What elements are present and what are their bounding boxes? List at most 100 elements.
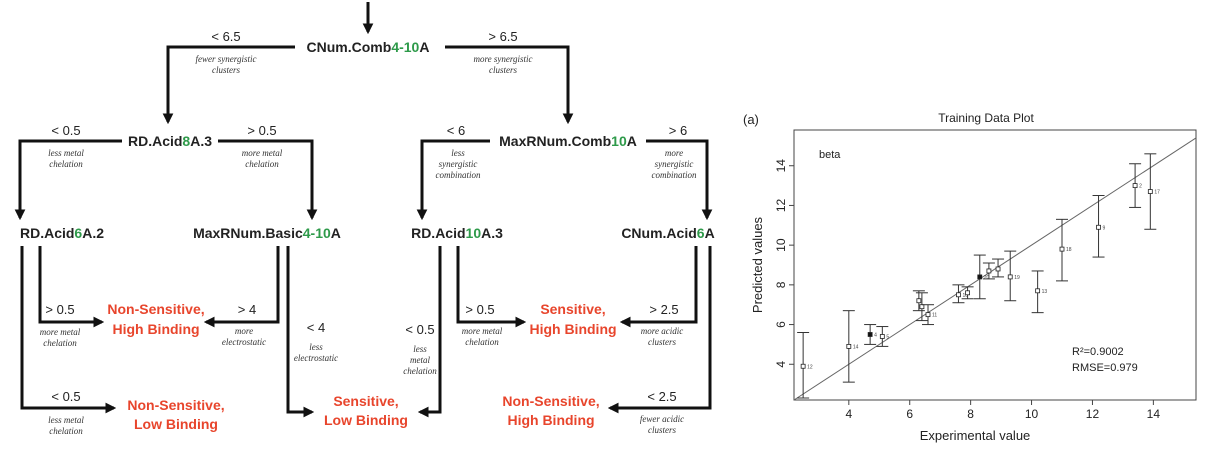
point-label: 2 xyxy=(1139,184,1142,190)
note-n2-left: less synergistic combination xyxy=(436,148,481,180)
y-tick-label: 8 xyxy=(774,281,788,288)
x-tick-label: 8 xyxy=(967,407,974,421)
leaf-non-sensitive-high-binding-2: Non-Sensitive, High Binding xyxy=(502,393,599,428)
tree-edges xyxy=(14,2,713,418)
point-marker xyxy=(925,312,931,318)
edge-n3-lower xyxy=(20,246,117,414)
point-marker xyxy=(995,266,1001,272)
edge-n3-upper xyxy=(38,246,105,328)
point-marker xyxy=(1059,246,1065,252)
annotation-rmse: RMSE=0.979 xyxy=(1072,362,1138,374)
data-point: 4 xyxy=(864,324,877,345)
point-marker xyxy=(965,290,970,296)
data-point: 17 xyxy=(1144,153,1160,230)
note-n5-left: less metal chelation xyxy=(403,344,437,376)
y-tick-label: 10 xyxy=(774,238,788,252)
x-axis-label: Experimental value xyxy=(920,428,1031,443)
node-cnum-acid6a: CNum.Acid6A xyxy=(621,225,714,241)
point-label: 19 xyxy=(1014,275,1020,281)
data-point: 13 xyxy=(1031,270,1048,314)
point-marker xyxy=(879,334,885,339)
y-tick-label: 6 xyxy=(774,321,788,328)
note-n5-right: more metal chelation xyxy=(462,326,503,347)
x-tick-label: 10 xyxy=(1025,407,1039,421)
note-n6-lower: fewer acidic clusters xyxy=(640,414,684,435)
note-n3-upper: more metal chelation xyxy=(40,327,81,348)
data-point: 9 xyxy=(1092,195,1106,258)
leaf-non-sensitive-low-binding: Non-Sensitive, Low Binding xyxy=(127,397,224,432)
point-label: 17 xyxy=(1154,190,1160,196)
chart-axes: 4 6 8 10 12 14 4 6 8 10 12 14 xyxy=(774,159,1160,421)
edge-n2-left xyxy=(416,139,490,221)
point-label: 9 xyxy=(1103,225,1106,231)
decision-tree: CNum.Comb4-10A RD.Acid8A.3 MaxRNum.Comb1… xyxy=(14,2,715,436)
node-maxrnum-comb10a: MaxRNum.Comb10A xyxy=(499,133,637,149)
cond-n6-lower: < 2.5 xyxy=(647,389,676,404)
y-tick-label: 12 xyxy=(774,198,788,212)
node-rd-acid10a3: RD.Acid10A.3 xyxy=(411,225,503,241)
node-root: CNum.Comb4-10A xyxy=(307,39,430,55)
annotation-r2: R²=0.9002 xyxy=(1072,346,1124,358)
cond-n5-right: > 0.5 xyxy=(465,302,494,317)
data-point xyxy=(982,262,995,280)
panel-label: (a) xyxy=(743,112,759,127)
data-point: 2 xyxy=(1129,163,1142,208)
point-marker xyxy=(846,343,852,349)
data-point: 18 xyxy=(1056,218,1072,282)
data-point: 5 xyxy=(876,326,889,347)
data-point: 19 xyxy=(1004,250,1020,302)
chart-title: Training Data Plot xyxy=(938,111,1034,125)
data-point: 14 xyxy=(842,310,859,383)
cond-n2-right: > 6 xyxy=(669,123,687,138)
data-point: 10 xyxy=(952,284,968,304)
cond-n5-left: < 0.5 xyxy=(405,322,434,337)
note-n1-left: less metal chelation xyxy=(48,148,84,169)
leaf-non-sensitive-high-binding-1: Non-Sensitive, High Binding xyxy=(107,301,204,337)
y-tick-label: 4 xyxy=(774,361,788,368)
leaf-sensitive-low-binding: Sensitive, Low Binding xyxy=(324,393,408,428)
node-rd-acid8a3: RD.Acid8A.3 xyxy=(128,133,212,149)
y-axis-label: Predicted values xyxy=(750,216,765,313)
legend-text: beta xyxy=(819,149,841,161)
note-n2-right: more synergistic combination xyxy=(652,148,697,180)
note-n4-right: less electrostatic xyxy=(294,342,338,363)
cond-n1-right: > 0.5 xyxy=(247,123,276,138)
data-point xyxy=(912,290,925,312)
edge-n4-left xyxy=(203,246,280,328)
point-marker xyxy=(1096,224,1101,230)
point-marker xyxy=(1007,274,1013,280)
y-tick-label: 14 xyxy=(774,159,788,173)
point-label: 11 xyxy=(932,313,937,319)
cond-root-right: > 6.5 xyxy=(488,29,517,44)
point-marker xyxy=(986,268,992,274)
point-label: 5 xyxy=(886,334,889,340)
point-marker xyxy=(1035,288,1041,294)
note-root-right: more synergistic clusters xyxy=(473,54,532,75)
edge-n1-left xyxy=(14,139,122,221)
cond-n3-lower: < 0.5 xyxy=(51,389,80,404)
point-marker xyxy=(977,274,983,280)
note-root-left: fewer synergistic clusters xyxy=(196,54,257,75)
edge-n6-upper xyxy=(619,246,698,328)
data-point xyxy=(915,292,928,322)
cond-n2-left: < 6 xyxy=(447,123,465,138)
cond-n1-left: < 0.5 xyxy=(51,123,80,138)
cond-n4-left: > 4 xyxy=(238,302,256,317)
point-label: 12 xyxy=(807,364,813,370)
cond-n6-upper: > 2.5 xyxy=(649,302,678,317)
data-point xyxy=(992,258,1005,278)
point-label: 4 xyxy=(874,332,877,338)
x-tick-label: 12 xyxy=(1086,407,1100,421)
edge-n6-lower xyxy=(607,246,712,414)
edge-n2-right xyxy=(646,139,713,221)
point-label: 18 xyxy=(1066,247,1072,253)
node-rd-acid6a2: RD.Acid6A.2 xyxy=(20,225,104,241)
point-marker xyxy=(956,292,961,298)
point-label: 13 xyxy=(1042,289,1048,295)
cond-n4-right: < 4 xyxy=(307,320,325,335)
point-marker xyxy=(867,332,873,337)
edge-n5-right xyxy=(456,246,527,328)
point-label: 14 xyxy=(853,344,859,350)
edge-n4-right xyxy=(286,246,315,418)
